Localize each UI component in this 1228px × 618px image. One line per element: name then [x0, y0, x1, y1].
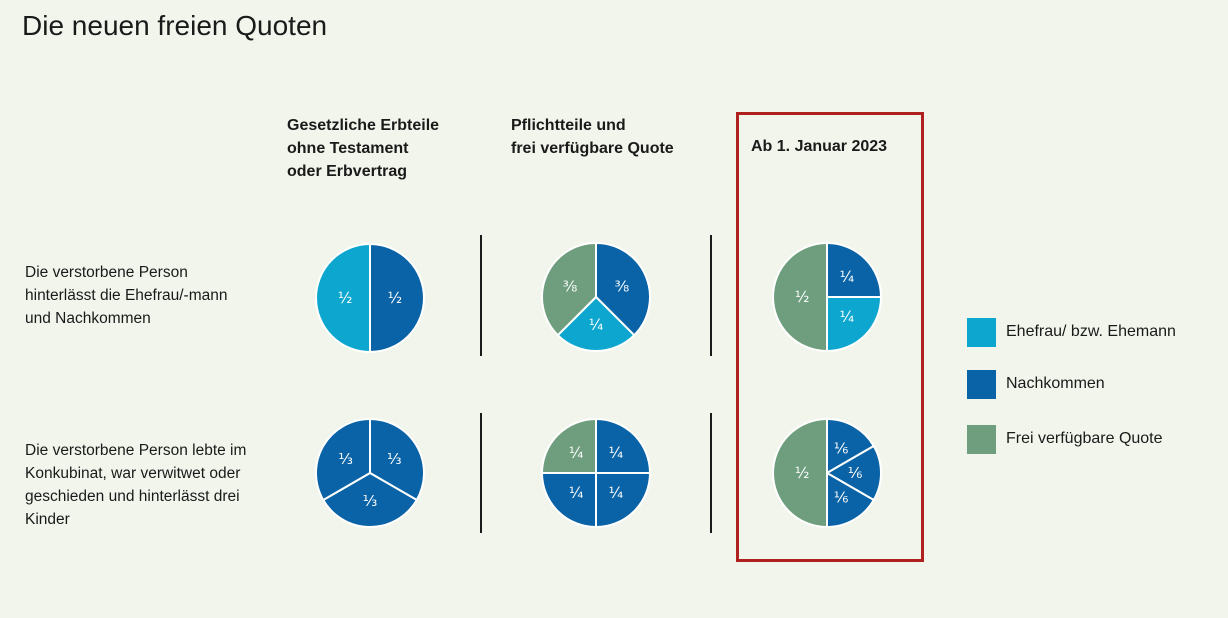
- pie-slice-nachkommen: [315, 418, 371, 502]
- pie-slice-label: ⅙: [834, 488, 849, 506]
- pie-slice-nachkommen: [826, 472, 875, 528]
- legend-label: Frei verfügbare Quote: [1006, 430, 1163, 447]
- pie-chart-row2-pflichtteile: ¼ ¼ ¼ ¼: [541, 418, 651, 528]
- row-label-drei-kinder: Die verstorbene Person lebte im Konkubin…: [25, 439, 285, 531]
- row-label-line: hinterlässt die Ehefrau/-mann: [25, 287, 228, 304]
- pie-slice-label: ½: [338, 289, 353, 307]
- pie-slice-frei: [541, 242, 597, 337]
- legend-swatch: [967, 370, 996, 399]
- row-label-line: Kinder: [25, 511, 70, 528]
- pie-slice-label: ½: [388, 289, 403, 307]
- legend-label: Nachkommen: [1006, 375, 1105, 392]
- pie-slice-label: ¼: [840, 268, 855, 286]
- pie-slice-nachkommen: [322, 472, 418, 528]
- pie-slice-nachkommen: [595, 242, 651, 337]
- row-label-line: geschieden und hinterlässt drei: [25, 488, 240, 505]
- pie-slice-nachkommen: [826, 418, 875, 474]
- column-header-line: Pflichtteile und: [511, 117, 626, 134]
- legend-swatch: [967, 318, 996, 347]
- pie-slice-nachkommen: [595, 472, 651, 528]
- pie-slice-nachkommen: [595, 418, 651, 474]
- pie-chart-row2-gesetzlich: ⅓ ⅓ ⅓: [315, 418, 425, 528]
- pie-slice-label: ¼: [569, 444, 584, 462]
- pie-slice-label: ¼: [589, 316, 604, 334]
- column-divider: [710, 413, 712, 533]
- pie-slice-label: ⅜: [615, 277, 630, 295]
- page-title: Die neuen freien Quoten: [22, 10, 328, 41]
- column-header-line: ohne Testament: [287, 140, 409, 157]
- column-divider: [480, 413, 482, 533]
- column-header-line: frei verfügbare Quote: [511, 140, 674, 157]
- pie-slice-label: ½: [795, 464, 810, 482]
- pie-slice-label: ⅙: [848, 464, 863, 482]
- pie-slice-ehefrau: [556, 296, 636, 352]
- pie-slice-label: ⅓: [338, 450, 353, 468]
- pie-slice-ehefrau: [826, 296, 882, 352]
- column-header-gesetzlich: Gesetzliche Erbteile ohne Testament oder…: [287, 114, 439, 183]
- pie-slice-ehefrau: [315, 243, 371, 353]
- highlight-box-2023: [736, 112, 924, 562]
- row-label-line: und Nachkommen: [25, 310, 151, 327]
- pie-slice-frei: [772, 242, 828, 352]
- pie-slice-nachkommen: [826, 445, 882, 502]
- pie-slice-label: ¼: [569, 484, 584, 502]
- legend-swatch: [967, 425, 996, 454]
- row-label-line: Die verstorbene Person lebte im: [25, 442, 247, 459]
- row-label-line: Die verstorbene Person: [25, 264, 188, 281]
- column-header-line: oder Erbvertrag: [287, 163, 408, 180]
- column-header-pflichtteile: Pflichtteile und frei verfügbare Quote: [511, 114, 674, 160]
- pie-chart-row2-2023: ⅙ ⅙ ⅙ ½: [772, 418, 882, 528]
- column-divider: [480, 235, 482, 356]
- pie-slice-label: ½: [795, 288, 810, 306]
- pie-slice-frei: [541, 418, 597, 474]
- column-header-2023: Ab 1. Januar 2023: [751, 135, 887, 158]
- pie-chart-row1-gesetzlich: ½½: [315, 243, 425, 353]
- row-label-ehefrau-nachkommen: Die verstorbene Person hinterlässt die E…: [25, 261, 285, 330]
- legend-label: Ehefrau/ bzw. Ehemann: [1006, 323, 1176, 340]
- pie-slice-label: ¼: [840, 308, 855, 326]
- pie-chart-row1-pflichtteile: ⅜ ¼ ⅜: [541, 242, 651, 352]
- column-header-line: Gesetzliche Erbteile: [287, 117, 440, 134]
- pie-slice-label: ¼: [609, 444, 624, 462]
- pie-slice-nachkommen: [369, 243, 425, 353]
- pie-slice-label: ⅜: [563, 277, 578, 295]
- pie-slice-label: ⅓: [387, 450, 402, 468]
- column-header-line: Ab 1. Januar 2023: [751, 138, 888, 155]
- pie-chart-row1-2023: ¼ ¼ ½: [772, 242, 882, 352]
- pie-slice-label: ¼: [609, 484, 624, 502]
- pie-slice-nachkommen: [541, 472, 597, 528]
- column-divider: [710, 235, 712, 356]
- pie-slice-label: ⅓: [363, 492, 378, 510]
- pie-slice-label: ⅙: [834, 440, 849, 458]
- pie-slice-nachkommen: [826, 242, 882, 298]
- row-label-line: Konkubinat, war verwitwet oder: [25, 465, 241, 482]
- pie-slice-frei: [772, 418, 828, 528]
